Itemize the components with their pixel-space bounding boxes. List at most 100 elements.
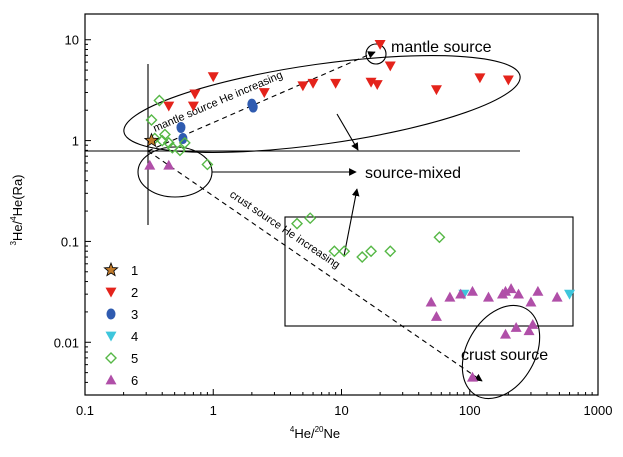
- arrow-from-mantle: [336, 113, 359, 151]
- data-point-series-5: [384, 245, 397, 258]
- mantle-ellipse: [123, 55, 521, 153]
- legend-marker-6: [105, 374, 117, 385]
- x-axis-sup-2: 20: [315, 425, 324, 434]
- data-point-series-6: [466, 285, 478, 296]
- data-point-series-1: [143, 132, 160, 148]
- plot-area-frame: [84, 13, 599, 396]
- data-point-series-5: [365, 245, 378, 258]
- data-point-series-3: [248, 101, 258, 113]
- y-tick-label: 1: [72, 134, 79, 149]
- data-point-series-5: [178, 136, 191, 149]
- data-point-series-5: [158, 128, 171, 141]
- crust-trend-arrow: [147, 150, 483, 382]
- data-point-series-6: [444, 291, 456, 302]
- data-point-series-5: [145, 114, 158, 126]
- legend: 1 2 3 4 5 6: [103, 261, 138, 388]
- data-point-series-5: [291, 217, 304, 230]
- x-tick-label: 1000: [584, 403, 613, 418]
- data-point-series-2: [189, 89, 201, 100]
- axis-ticks: [84, 39, 599, 396]
- x-tick-label: 10: [334, 403, 348, 418]
- legend-label-1: 1: [131, 263, 138, 278]
- data-point-series-5: [338, 245, 351, 258]
- data-point-series-2: [163, 101, 175, 112]
- y-axis-sup-1: 3: [9, 241, 18, 246]
- data-point-series-4: [564, 289, 576, 300]
- legend-label-2: 2: [131, 285, 138, 300]
- data-point-series-5: [328, 245, 341, 258]
- data-point-series-2: [374, 39, 386, 50]
- crust-ellipse: [461, 304, 541, 400]
- y-axis-sup-2: 4: [9, 216, 18, 221]
- data-point-series-3: [176, 121, 186, 133]
- left-ellipse: [137, 146, 213, 198]
- x-axis-title: 4He/20Ne: [290, 425, 340, 441]
- data-point-series-2: [207, 72, 219, 83]
- data-point-series-6: [466, 371, 478, 382]
- data-point-series-6: [505, 283, 517, 294]
- x-tick-label: 100: [459, 403, 481, 418]
- data-point-series-5: [201, 158, 214, 171]
- label-mantle-source: mantle source: [391, 39, 492, 56]
- data-point-series-5: [433, 231, 446, 244]
- legend-label-5: 5: [131, 351, 138, 366]
- data-point-series-6: [144, 159, 156, 170]
- y-axis-title: 3He/4He(Ra): [9, 174, 25, 245]
- label-crust-source: crust source: [461, 347, 548, 364]
- legend-label-6: 6: [131, 373, 138, 388]
- arrow-from-rect: [343, 188, 360, 257]
- mixed-rectangle: [284, 216, 574, 327]
- data-point-series-6: [455, 288, 467, 299]
- data-point-series-2: [371, 80, 383, 90]
- data-point-series-6: [425, 296, 437, 307]
- data-point-series-2: [258, 88, 270, 98]
- label-source-mixed: source-mixed: [365, 165, 461, 182]
- y-tick-label: 10: [65, 33, 79, 48]
- data-point-series-2: [187, 101, 199, 112]
- mantle-source-circle: [365, 43, 387, 65]
- axis-tick-labels: 0.1 1 10 100 1000 0.01 0.1 1 10: [54, 33, 613, 418]
- legend-marker-2: [105, 287, 117, 298]
- data-point-series-6: [527, 319, 539, 329]
- data-point-series-5: [173, 144, 186, 157]
- legend-marker-4: [105, 331, 117, 342]
- x-tick-label: 1: [210, 403, 217, 418]
- data-point-series-6: [510, 322, 522, 332]
- data-point-series-2: [502, 75, 514, 86]
- data-point-series-6: [525, 296, 537, 307]
- legend-label-4: 4: [131, 329, 138, 344]
- y-axis-main-2: He(Ra): [10, 174, 25, 216]
- data-point-series-2: [474, 73, 486, 84]
- data-point-series-6: [523, 325, 535, 336]
- data-point-series-6: [500, 285, 512, 296]
- data-point-series-2: [430, 85, 442, 96]
- data-point-series-6: [532, 285, 544, 296]
- data-point-series-6: [163, 159, 175, 170]
- data-point-series-6: [513, 288, 525, 299]
- data-point-series-5: [304, 212, 317, 225]
- data-points: [143, 39, 576, 382]
- data-point-series-5: [162, 136, 175, 149]
- data-point-series-6: [500, 328, 512, 339]
- data-point-series-2: [307, 78, 319, 89]
- legend-marker-5: [105, 352, 117, 364]
- y-axis-main-1: He/: [10, 220, 25, 241]
- data-point-series-5: [166, 141, 179, 154]
- x-axis-main-2: Ne: [323, 426, 340, 441]
- x-axis-sup-1: 4: [290, 425, 295, 434]
- legend-marker-3: [106, 308, 116, 320]
- x-axis-main-1: He/: [294, 426, 315, 441]
- data-point-series-2: [384, 61, 396, 72]
- y-tick-label: 0.01: [54, 335, 79, 350]
- data-point-series-6: [430, 311, 442, 321]
- data-point-series-2: [330, 78, 342, 89]
- data-point-series-6: [551, 291, 563, 302]
- annotation-layer: [85, 43, 574, 400]
- data-point-series-2: [297, 81, 309, 92]
- data-point-series-5: [356, 251, 369, 264]
- legend-marker-1: [103, 261, 119, 277]
- y-tick-label: 0.1: [61, 234, 79, 249]
- data-point-series-5: [153, 94, 166, 107]
